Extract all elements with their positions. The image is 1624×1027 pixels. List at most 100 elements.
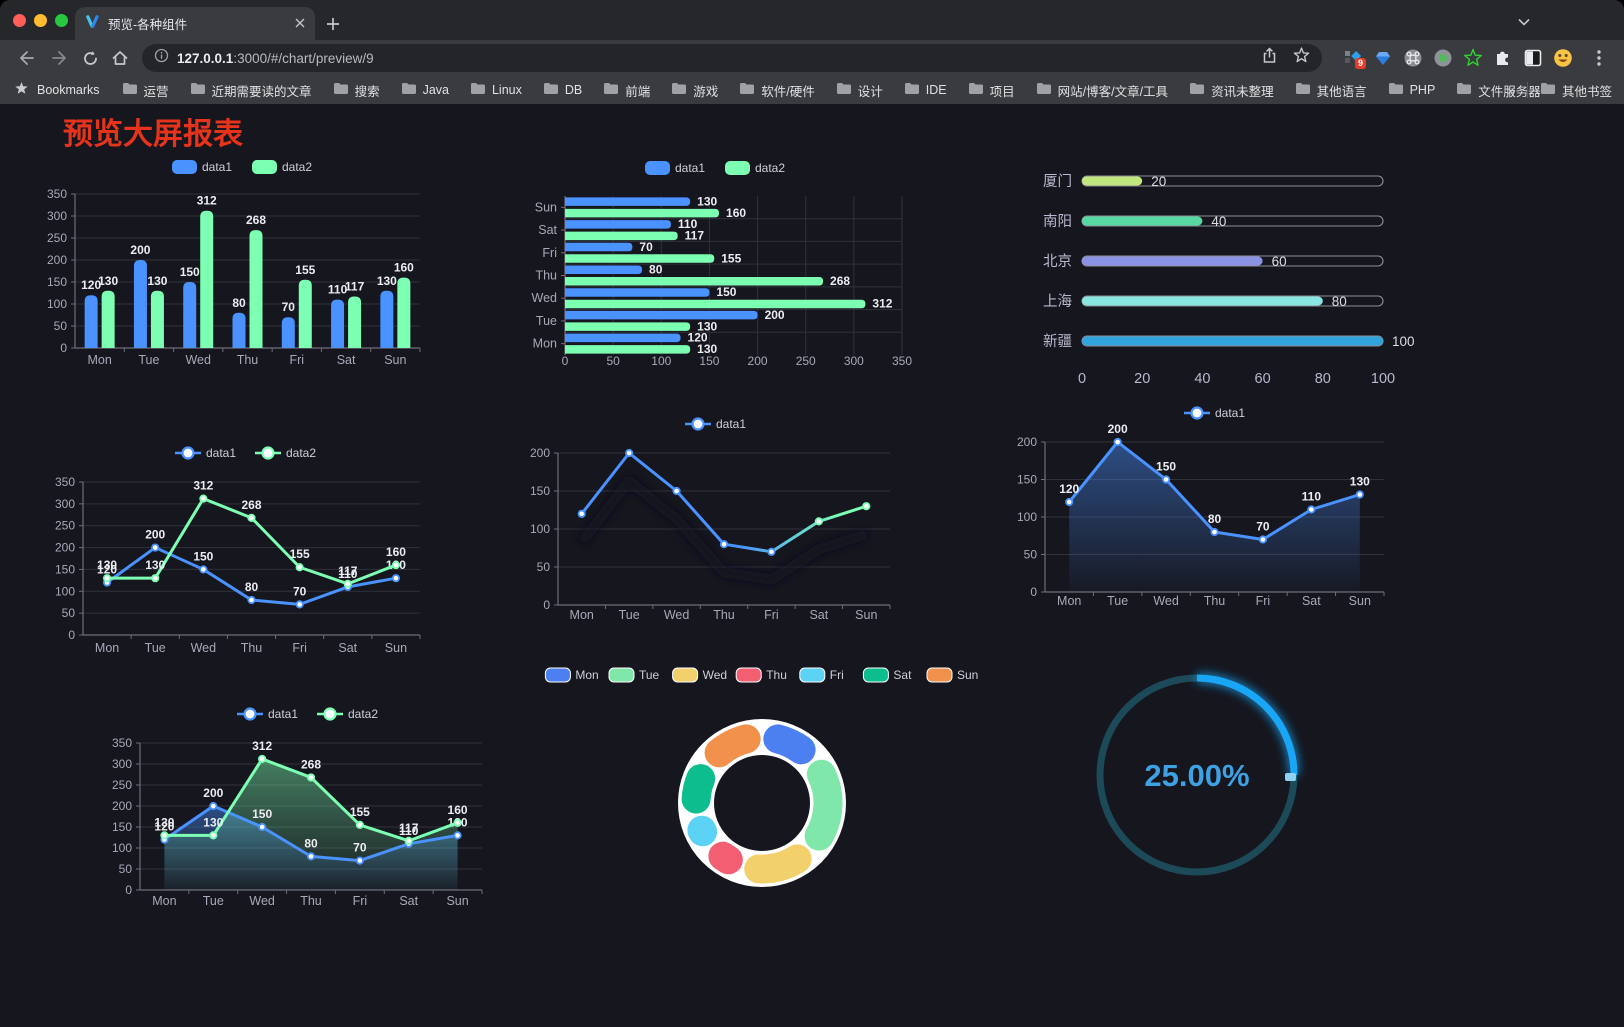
svg-text:data1: data1 — [1215, 406, 1245, 420]
bookmark-folder[interactable]: Java — [401, 82, 449, 98]
other-bookmarks-folder[interactable]: 其他书签 — [1540, 81, 1612, 100]
close-button[interactable] — [13, 14, 26, 27]
svg-text:Tue: Tue — [536, 314, 557, 328]
svg-text:70: 70 — [1256, 520, 1270, 534]
extension-icon-contrast[interactable] — [1522, 47, 1544, 69]
svg-text:200: 200 — [765, 308, 785, 322]
svg-text:Sat: Sat — [809, 608, 828, 622]
svg-text:50: 50 — [606, 354, 620, 368]
bookmark-folder[interactable]: 设计 — [836, 81, 883, 100]
zoom-button[interactable] — [55, 14, 68, 27]
svg-text:50: 50 — [537, 560, 551, 574]
browser-tab[interactable]: 预览-各种组件 — [75, 7, 315, 40]
svg-text:80: 80 — [245, 580, 259, 594]
bookmark-folder[interactable]: 软件/硬件 — [739, 81, 815, 100]
svg-text:130: 130 — [697, 194, 717, 208]
minimize-button[interactable] — [34, 14, 47, 27]
share-icon[interactable] — [1262, 47, 1277, 69]
extension-icon-command[interactable] — [1402, 47, 1424, 69]
bookmarks-overflow-chevron[interactable]: » — [1507, 82, 1515, 98]
svg-text:150: 150 — [193, 549, 213, 563]
browser-menu-icon[interactable] — [1588, 47, 1610, 69]
extension-icon-star[interactable] — [1462, 47, 1484, 69]
svg-text:300: 300 — [55, 497, 75, 511]
new-tab-button[interactable] — [322, 13, 344, 35]
bookmark-folder[interactable]: 游戏 — [671, 81, 718, 100]
svg-text:130: 130 — [377, 274, 397, 288]
chart-city-progress[interactable]: 厦门 20 南阳 40 北京 60 上海 80 新疆 100 0 20 40 60 80 100 — [1043, 173, 1415, 387]
bookmark-folder[interactable]: 项目 — [968, 81, 1015, 100]
svg-text:Mon: Mon — [152, 894, 176, 908]
chart-gauge[interactable]: 25.00% — [1096, 673, 1299, 876]
svg-text:Wed: Wed — [191, 641, 217, 655]
favicon — [85, 14, 100, 34]
svg-text:160: 160 — [394, 261, 414, 275]
bookmark-folder[interactable]: 前端 — [603, 81, 650, 100]
svg-text:70: 70 — [639, 240, 653, 254]
svg-text:Sun: Sun — [384, 353, 406, 367]
bookmark-folder[interactable]: Linux — [470, 82, 522, 98]
chart-donut[interactable]: Mon Tue Wed Thu Fri Sat Sun — [544, 667, 978, 887]
svg-text:data1: data1 — [202, 160, 232, 174]
bookmark-folder[interactable]: 近期需要读的文章 — [190, 81, 312, 100]
extension-icon-dot[interactable] — [1432, 47, 1454, 69]
url-bar[interactable]: 127.0.0.1:3000/#/chart/preview/9 — [142, 44, 1322, 72]
svg-text:100: 100 — [55, 584, 75, 598]
bookmark-folder[interactable]: IDE — [904, 82, 947, 98]
bookmarks-root[interactable]: Bookmarks — [14, 81, 100, 99]
svg-text:Sun: Sun — [957, 668, 978, 682]
extensions-puzzle-icon[interactable] — [1492, 47, 1514, 69]
svg-text:data2: data2 — [755, 161, 785, 175]
bookmark-folder[interactable]: 运营 — [122, 81, 169, 100]
extension-badge: 9 — [1355, 58, 1367, 69]
chart-area-one-series[interactable]: 0 50 100 150 200 Mon Tue Wed Thu Fri Sat Sun 120 200 1… — [1017, 406, 1385, 608]
chart-bar-vertical[interactable]: 0 50 100 150 200 250 300 350 Mon Tue Wed Thu Fri Sat S… — [47, 160, 421, 367]
svg-text:200: 200 — [1017, 435, 1037, 449]
tab-search-chevron-icon[interactable] — [1512, 12, 1536, 32]
svg-text:268: 268 — [301, 757, 321, 771]
svg-text:南阳: 南阳 — [1043, 213, 1072, 230]
svg-text:120: 120 — [97, 563, 117, 577]
svg-text:250: 250 — [47, 231, 67, 245]
bookmarks-right: » 其他书签 — [1507, 81, 1612, 100]
svg-text:117: 117 — [345, 280, 365, 294]
svg-text:data1: data1 — [716, 417, 746, 431]
svg-text:110: 110 — [399, 824, 419, 838]
bookmark-folder[interactable]: 其他语言 — [1295, 81, 1367, 100]
svg-text:80: 80 — [232, 296, 246, 310]
svg-text:250: 250 — [112, 778, 132, 792]
svg-text:0: 0 — [1078, 371, 1086, 387]
chart-area-two-series[interactable]: 0 50 100 150 200 250 300 350 Mon Tue Wed Thu Fri Sat S… — [112, 707, 483, 908]
forward-icon[interactable] — [48, 47, 72, 69]
back-icon[interactable] — [14, 47, 38, 69]
chart-line-gradient[interactable]: 0 50 100 150 200 Mon Tue Wed Thu Fri Sat Sun data1 — [530, 417, 891, 622]
svg-text:新疆: 新疆 — [1043, 333, 1072, 350]
svg-text:40: 40 — [1211, 214, 1226, 229]
bookmark-folder[interactable]: 文件服务器 — [1456, 81, 1541, 100]
reload-icon[interactable] — [78, 47, 102, 69]
svg-text:Wed: Wed — [703, 668, 727, 682]
svg-text:150: 150 — [1156, 460, 1176, 474]
site-info-icon[interactable] — [154, 48, 169, 68]
tab-close-icon[interactable] — [295, 15, 305, 33]
svg-text:150: 150 — [47, 275, 67, 289]
bookmark-star-icon[interactable] — [1293, 47, 1310, 69]
bookmark-folder[interactable]: DB — [543, 82, 582, 98]
svg-text:Sun: Sun — [385, 641, 407, 655]
svg-text:Thu: Thu — [713, 608, 735, 622]
bookmark-folder[interactable]: 网站/博客/文章/工具 — [1036, 81, 1168, 100]
extension-icon-gem[interactable] — [1372, 47, 1394, 69]
extension-icon-emoji[interactable] — [1552, 47, 1574, 69]
chart-line-two-series[interactable]: 0 50 100 150 200 250 300 350 Mon Tue Wed Thu Fri Sat S… — [55, 446, 421, 655]
bookmark-folder[interactable]: 资讯未整理 — [1189, 81, 1274, 100]
bookmark-folder[interactable]: 搜索 — [333, 81, 380, 100]
folder-icon — [904, 82, 920, 98]
svg-text:40: 40 — [1194, 371, 1210, 387]
bookmark-folder[interactable]: PHP — [1388, 82, 1435, 98]
svg-text:data1: data1 — [206, 446, 236, 460]
svg-text:Fri: Fri — [542, 246, 557, 260]
home-icon[interactable] — [108, 47, 132, 69]
folder-icon — [122, 82, 138, 98]
